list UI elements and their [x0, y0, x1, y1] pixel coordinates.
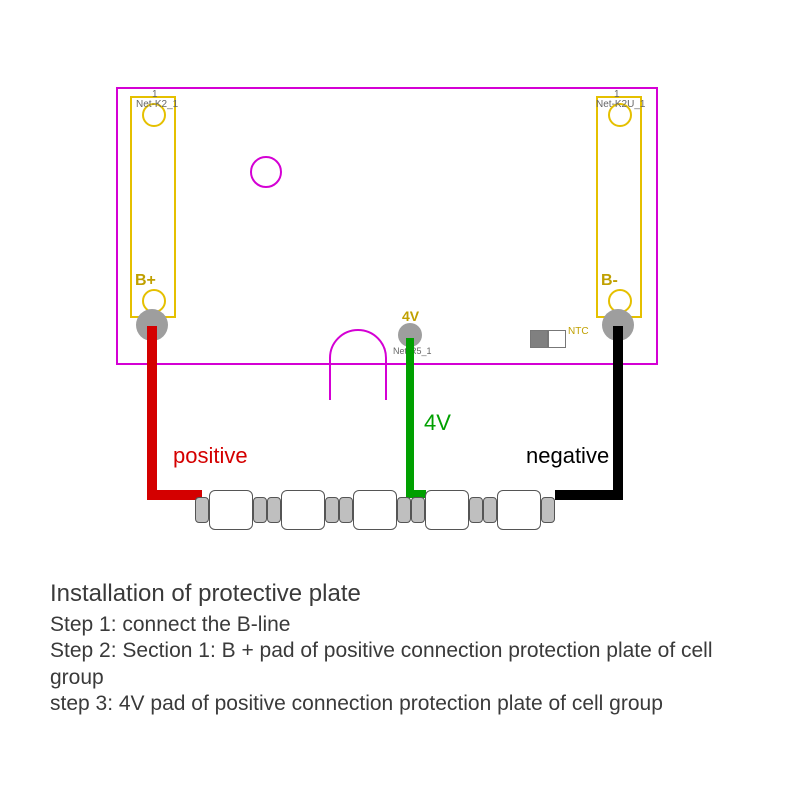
instructions: Installation of protective plate Step 1:…	[50, 580, 750, 717]
right-pad-name: B-	[601, 272, 618, 290]
battery-cell	[267, 490, 339, 530]
instructions-step-2: Step 2: Section 1: B + pad of positive c…	[50, 638, 750, 691]
negative-wire	[613, 326, 623, 496]
center-notch	[330, 330, 386, 400]
right-pad-net-label: Net-K2U_1	[596, 99, 645, 110]
battery-cell	[339, 490, 411, 530]
4v-wire-label: 4V	[424, 410, 451, 436]
instructions-step-1: Step 1: connect the B-line	[50, 612, 750, 638]
positive-wire	[147, 326, 157, 496]
battery-cell	[411, 490, 483, 530]
ntc-pad-left	[530, 330, 548, 348]
negative-wire	[555, 490, 623, 500]
battery-cell	[483, 490, 555, 530]
diagram-canvas: 1 Net-K2_1 B+ 1 Net-K2U_1 B- 4V Net-R5_1…	[0, 0, 800, 800]
negative-wire-label: negative	[526, 443, 609, 469]
left-pad-name: B+	[135, 272, 156, 290]
center-circle	[250, 156, 282, 188]
pcb-board	[116, 87, 658, 365]
left-pad-net-label: Net-K2_1	[136, 99, 178, 110]
instructions-step-3: step 3: 4V pad of positive connection pr…	[50, 691, 750, 717]
instructions-title: Installation of protective plate	[50, 580, 750, 608]
ntc-label: NTC	[568, 326, 589, 337]
ntc-pads	[530, 330, 566, 348]
positive-wire-label: positive	[173, 443, 248, 469]
battery-cell	[195, 490, 267, 530]
mid_4v-wire	[406, 338, 414, 496]
positive-wire	[147, 490, 202, 500]
center-4v-label: 4V	[402, 308, 419, 324]
battery-pack	[195, 490, 555, 530]
ntc-pad-right	[548, 330, 566, 348]
